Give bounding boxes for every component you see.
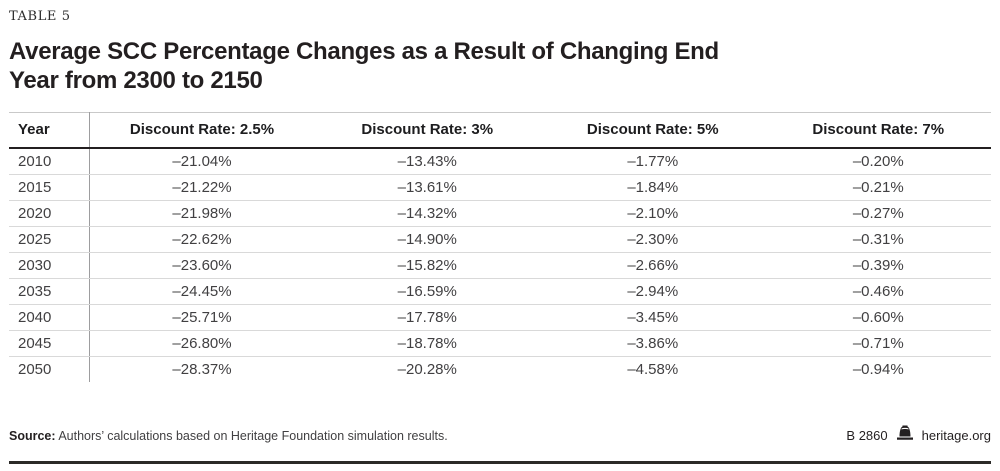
- value-cell: –0.60%: [765, 304, 991, 331]
- table-header: Year Discount Rate: 2.5% Discount Rate: …: [9, 112, 991, 149]
- source-body: Authors’ calculations based on Heritage …: [55, 428, 448, 443]
- table-row: 2020 –21.98% –14.32% –2.10% –0.27%: [9, 200, 991, 227]
- value-cell: –0.71%: [765, 330, 991, 357]
- value-cell: –17.78%: [314, 304, 540, 331]
- column-header-dr7: Discount Rate: 7%: [765, 112, 991, 149]
- value-cell: –14.90%: [314, 226, 540, 253]
- value-cell: –20.28%: [397, 361, 457, 378]
- value-cell: –24.45%: [89, 278, 315, 305]
- value-cell: –0.31%: [765, 226, 991, 253]
- value-cell: –28.37%: [172, 361, 232, 378]
- value-cell: –0.27%: [765, 200, 991, 227]
- value-cell: –0.20%: [765, 148, 991, 175]
- value-cell: –0.46%: [765, 278, 991, 305]
- value-cell: –21.98%: [89, 200, 315, 227]
- year-cell: 2025: [9, 226, 90, 253]
- value-cell: –16.59%: [314, 278, 540, 305]
- column-header-year: Year: [9, 112, 90, 149]
- table-row: 2030 –23.60% –15.82% –2.66% –0.39%: [9, 252, 991, 279]
- year-cell: 2040: [9, 304, 90, 331]
- value-cell: –0.21%: [765, 174, 991, 201]
- table-row: 2050 –28.37% –20.28% –4.58% –0.94%: [9, 356, 991, 382]
- report-id: B 2860: [846, 428, 888, 443]
- value-cell: –2.94%: [540, 278, 766, 305]
- footer-branding: B 2860 heritage.org: [846, 425, 991, 446]
- value-cell: –14.32%: [314, 200, 540, 227]
- title-line-1: Average SCC Percentage Changes as a Resu…: [9, 38, 719, 65]
- liberty-bell-icon: [896, 425, 914, 446]
- site-url: heritage.org: [921, 428, 991, 443]
- table-number-label: TABLE 5: [9, 9, 71, 24]
- value-cell: –25.71%: [89, 304, 315, 331]
- column-header-dr25: Discount Rate: 2.5%: [89, 112, 315, 149]
- title-line-2: Year from 2300 to 2150: [9, 67, 263, 94]
- value-cell: –1.84%: [540, 174, 766, 201]
- value-cell: –2.10%: [540, 200, 766, 227]
- value-cell: –15.82%: [314, 252, 540, 279]
- year-cell: 2015: [9, 174, 90, 201]
- value-cell: –23.60%: [89, 252, 315, 279]
- value-cell: –26.80%: [89, 330, 315, 357]
- table-footer: Source: Authors’ calculations based on H…: [9, 425, 991, 446]
- table-row: 2015 –21.22% –13.61% –1.84% –0.21%: [9, 174, 991, 201]
- value-cell: –3.86%: [540, 330, 766, 357]
- table-row: 2040 –25.71% –17.78% –3.45% –0.60%: [9, 304, 991, 331]
- table-row: 2010 –21.04% –13.43% –1.77% –0.20%: [9, 148, 991, 175]
- header-row: Year Discount Rate: 2.5% Discount Rate: …: [9, 112, 991, 149]
- value-cell: –22.62%: [89, 226, 315, 253]
- year-cell: 2045: [9, 330, 90, 357]
- source-label: Source:: [9, 428, 56, 443]
- value-cell: –13.43%: [314, 148, 540, 175]
- column-header-dr3: Discount Rate: 3%: [314, 112, 540, 149]
- table-body: 2010 –21.04% –13.43% –1.77% –0.20% 2015 –21.22…: [9, 148, 991, 382]
- value-cell: –0.39%: [765, 252, 991, 279]
- table-row: 2035 –24.45% –16.59% –2.94% –0.46%: [9, 278, 991, 305]
- value-cell: –21.04%: [89, 148, 315, 175]
- table-row: 2025 –22.62% –14.90% –2.30% –0.31%: [9, 226, 991, 253]
- year-cell: 2020: [9, 200, 90, 227]
- scc-data-table: Year Discount Rate: 2.5% Discount Rate: …: [9, 112, 991, 382]
- value-cell: –18.78%: [314, 330, 540, 357]
- value-cell: –0.94%: [852, 361, 904, 378]
- bottom-rule: [9, 461, 991, 464]
- year-cell: 2050: [9, 356, 90, 382]
- year-cell: 2010: [9, 148, 90, 175]
- value-cell: –21.22%: [89, 174, 315, 201]
- year-cell: 2030: [9, 252, 90, 279]
- value-cell: –2.30%: [540, 226, 766, 253]
- column-header-dr5: Discount Rate: 5%: [540, 112, 766, 149]
- value-cell: –1.77%: [540, 148, 766, 175]
- table-title: Average SCC Percentage Changes as a Resu…: [9, 37, 989, 95]
- source-note: Source: Authors’ calculations based on H…: [9, 429, 448, 443]
- value-cell: –3.45%: [540, 304, 766, 331]
- table-row: 2045 –26.80% –18.78% –3.86% –0.71%: [9, 330, 991, 357]
- year-cell: 2035: [9, 278, 90, 305]
- value-cell: –2.66%: [540, 252, 766, 279]
- value-cell: –4.58%: [627, 361, 679, 378]
- value-cell: –13.61%: [314, 174, 540, 201]
